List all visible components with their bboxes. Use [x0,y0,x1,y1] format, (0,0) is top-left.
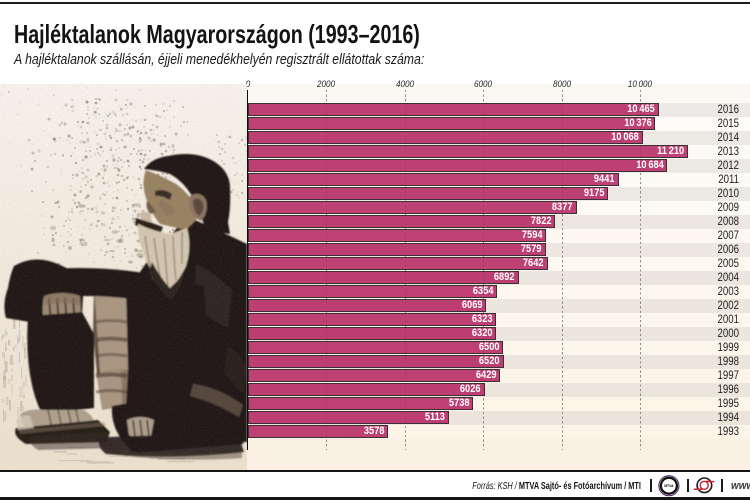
svg-text:MTVA: MTVA [664,484,674,488]
